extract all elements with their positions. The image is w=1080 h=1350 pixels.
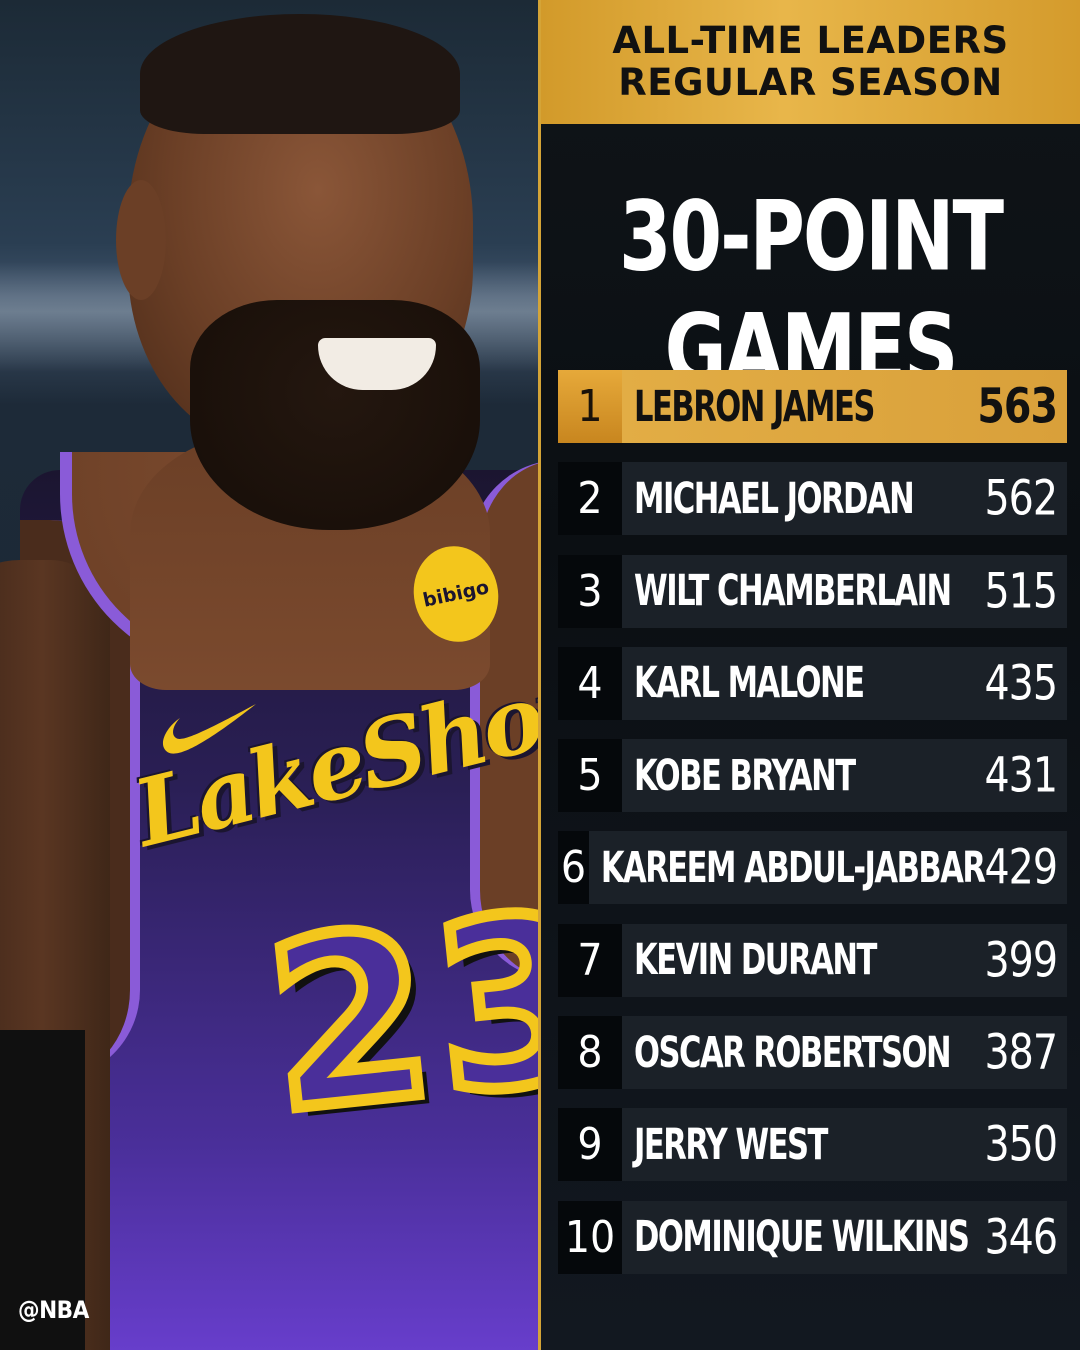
stat-value: 435: [984, 655, 1058, 712]
player-bar: MICHAEL JORDAN 562: [622, 462, 1067, 536]
stat-value: 563: [977, 378, 1058, 435]
hair: [140, 14, 460, 134]
player-name: OSCAR ROBERTSON: [634, 1027, 952, 1078]
rank-number: 10: [558, 1200, 622, 1274]
rank-number: 3: [558, 554, 622, 628]
stat-value: 429: [984, 839, 1058, 897]
player-bar: LEBRON JAMES 563: [622, 370, 1067, 443]
stat-value: 350: [984, 1116, 1058, 1173]
stat-title: 30-POINT GAMES: [618, 180, 1004, 406]
leader-row: 1 LEBRON JAMES 563: [558, 370, 1067, 443]
leaders-list: 1 LEBRON JAMES 563 2 MICHAEL JORDAN 5 6 2 …: [558, 370, 1067, 1293]
player-name: KARL MALONE: [634, 658, 865, 709]
leader-row: 8 OSCAR ROBERTSON 387: [558, 1016, 1067, 1090]
leader-row: 6 KAREEM ABDUL-JABBAR 429: [558, 831, 1067, 905]
stat-value: 387: [984, 1024, 1058, 1081]
leader-row: 7 KEVIN DURANT 399: [558, 923, 1067, 997]
header-line-2: REGULAR SEASON: [618, 61, 1003, 104]
player-bar: WILT CHAMBERLAIN 515: [622, 554, 1067, 628]
rank-number: 7: [558, 923, 622, 997]
player-bar: KEVIN DURANT 399: [622, 923, 1067, 997]
ear: [116, 180, 166, 300]
player-bar: OSCAR ROBERTSON 387: [622, 1016, 1067, 1090]
leader-row: 4 KARL MALONE 435: [558, 646, 1067, 720]
player-bar: DOMINIQUE WILKINS 346: [622, 1200, 1067, 1274]
beard: [190, 300, 480, 530]
player-bar: KARL MALONE 435: [622, 646, 1067, 720]
leader-row: 10 DOMINIQUE WILKINS 346: [558, 1200, 1067, 1274]
leader-row: 5 KOBE BRYANT 431: [558, 739, 1067, 813]
jersey-number: 23: [251, 857, 538, 1169]
player-name: MICHAEL JORDAN: [634, 473, 915, 524]
player-name: KEVIN DURANT: [634, 935, 877, 986]
player-bar: KOBE BRYANT 431: [622, 739, 1067, 813]
player-name: LEBRON JAMES: [634, 381, 875, 432]
stat-value: 562: [984, 470, 1058, 527]
rank-number: 5: [558, 739, 622, 813]
rank-number: 4: [558, 646, 622, 720]
player-name: KAREEM ABDUL-JABBAR: [600, 842, 986, 893]
rank-number: 8: [558, 1016, 622, 1090]
stat-value: 346: [984, 1209, 1058, 1266]
rank-number: 2: [558, 462, 622, 536]
nba-watermark: @NBA: [18, 1296, 89, 1324]
player-photo: bibigo LakeShow 23 @NBA: [0, 0, 538, 1350]
player-name: WILT CHAMBERLAIN: [634, 566, 952, 617]
player-name: JERRY WEST: [634, 1119, 828, 1170]
swoosh-icon: [162, 704, 256, 754]
leaderboard-panel: ALL-TIME LEADERS REGULAR SEASON 30-POINT…: [538, 0, 1080, 1350]
smile: [318, 338, 436, 390]
player-name: DOMINIQUE WILKINS: [634, 1212, 970, 1263]
rank-number: 6: [558, 831, 589, 905]
stat-value: 515: [984, 563, 1058, 620]
header-banner: ALL-TIME LEADERS REGULAR SEASON: [541, 0, 1080, 124]
rank-number: 9: [558, 1108, 622, 1182]
player-bar: JERRY WEST 350: [622, 1108, 1067, 1182]
player-name: KOBE BRYANT: [634, 750, 856, 801]
stat-value: 431: [984, 747, 1058, 804]
leader-row: 3 WILT CHAMBERLAIN 515: [558, 554, 1067, 628]
leader-row: 9 JERRY WEST 350: [558, 1108, 1067, 1182]
player-bar: KAREEM ABDUL-JABBAR 429: [588, 831, 1067, 905]
rank-number: 1: [558, 370, 622, 443]
header-line-1: ALL-TIME LEADERS: [612, 19, 1009, 62]
leader-row: 2 MICHAEL JORDAN 562: [558, 462, 1067, 536]
stat-value: 399: [984, 932, 1058, 989]
arm-sleeve: [0, 1030, 85, 1350]
